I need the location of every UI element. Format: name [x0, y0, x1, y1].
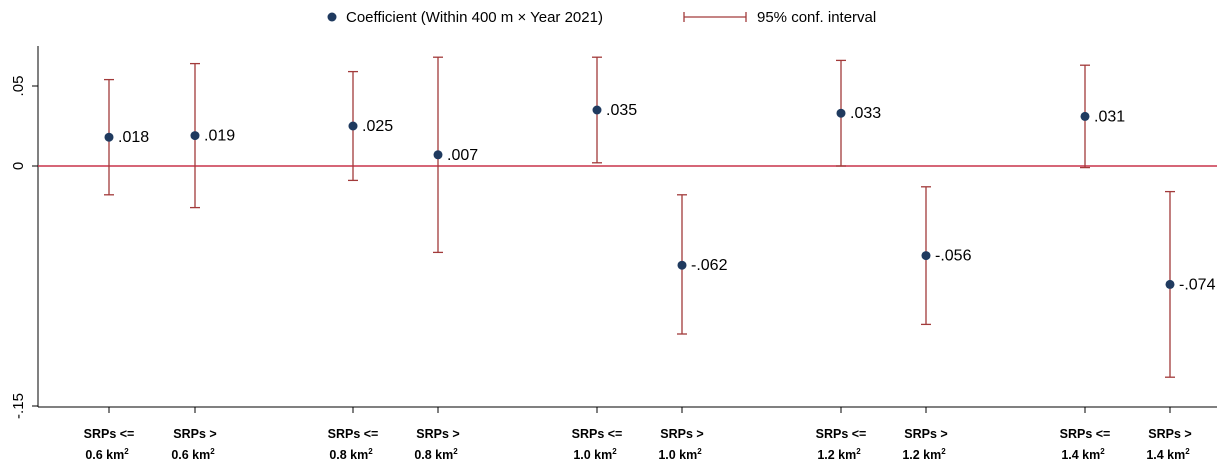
- y-tick-label: -.15: [10, 393, 27, 419]
- coefficient-point: [433, 150, 443, 160]
- category-label-line1: SRPs >: [416, 427, 459, 441]
- category-label-line2: 0.6 km2: [171, 447, 215, 462]
- coefficient-label: .035: [606, 102, 637, 119]
- confidence-intervals: [104, 56, 1175, 378]
- category-label-line1: SRPs >: [904, 427, 947, 441]
- category-label-line1: SRPs <=: [328, 427, 379, 441]
- coefficient-point: [348, 121, 358, 131]
- category-label-line1: SRPs >: [173, 427, 216, 441]
- category-label-line2: 0.8 km2: [414, 447, 458, 462]
- coefficient-points: [104, 105, 1175, 289]
- category-label-line2: 1.2 km2: [902, 447, 946, 462]
- coefficient-point: [1080, 111, 1090, 121]
- coefficient-label: -.074: [1179, 276, 1216, 293]
- coefficient-label: .025: [362, 118, 393, 135]
- coefficient-point: [677, 260, 687, 270]
- legend-coefficient-label: Coefficient (Within 400 m × Year 2021): [346, 9, 603, 26]
- legend-ci-label: 95% conf. interval: [757, 9, 876, 26]
- coefficient-point: [190, 131, 200, 141]
- category-label-line2: 1.2 km2: [817, 447, 861, 462]
- coefficient-label: .031: [1094, 108, 1125, 125]
- category-label-line1: SRPs <=: [816, 427, 867, 441]
- category-label-line1: SRPs >: [1148, 427, 1191, 441]
- x-axis-ticks: [108, 407, 1171, 413]
- category-label-line2: 1.0 km2: [573, 447, 617, 462]
- category-label-line2: 1.4 km2: [1146, 447, 1190, 462]
- category-label-line1: SRPs <=: [1060, 427, 1111, 441]
- y-axis-ticks: .05 0 -.15: [10, 76, 38, 419]
- coefficient-label: .007: [447, 147, 478, 164]
- y-tick-label: .05: [10, 76, 27, 97]
- coefficient-point: [104, 132, 114, 142]
- coefficient-point: [592, 105, 602, 115]
- category-label-line1: SRPs <=: [572, 427, 623, 441]
- coefficient-label: -.056: [935, 248, 972, 265]
- coefficient-point: [1165, 279, 1175, 289]
- coefficient-label: .018: [118, 129, 149, 146]
- coefficient-label: .019: [204, 128, 235, 145]
- x-axis-category-labels: SRPs <= 0.6 km2 SRPs > 0.6 km2 SRPs <= 0.8 km…: [84, 427, 1192, 462]
- category-label-line2: 1.0 km2: [658, 447, 702, 462]
- coefficient-labels: .018 .019 .025 .007 .035 -.062 .033 -.056 .031 -.…: [118, 102, 1216, 293]
- coefficient-label: .033: [850, 105, 881, 122]
- coefficient-point: [836, 108, 846, 118]
- category-label-line1: SRPs >: [660, 427, 703, 441]
- y-tick-label: 0: [10, 162, 27, 170]
- coefficient-label: -.062: [691, 257, 728, 274]
- category-label-line2: 1.4 km2: [1061, 447, 1105, 462]
- category-label-line2: 0.8 km2: [329, 447, 373, 462]
- category-label-line1: SRPs <=: [84, 427, 135, 441]
- legend: Coefficient (Within 400 m × Year 2021) 9…: [327, 9, 876, 26]
- coefficient-point: [921, 251, 931, 261]
- legend-coefficient-marker: [327, 12, 337, 22]
- category-label-line2: 0.6 km2: [85, 447, 129, 462]
